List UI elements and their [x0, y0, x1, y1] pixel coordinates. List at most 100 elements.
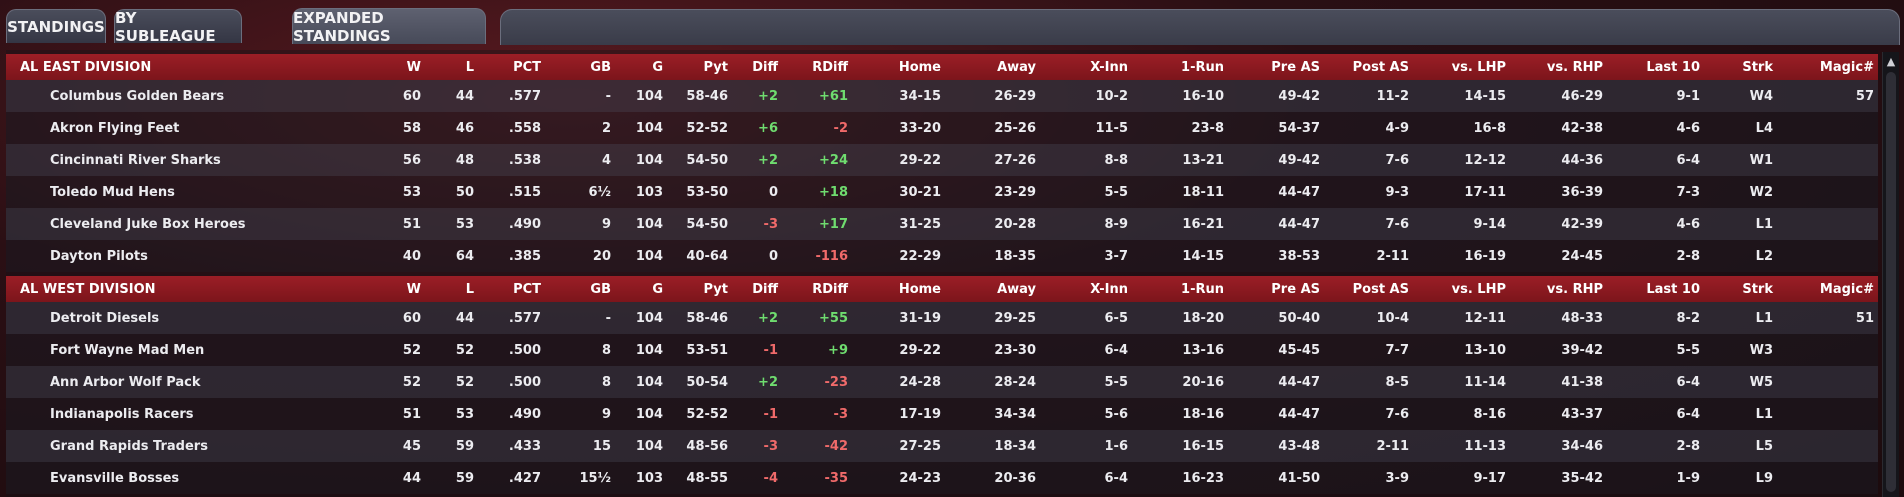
tab-expanded-standings[interactable]: EXPANDED STANDINGS [292, 8, 486, 45]
stat-cell: .490 [508, 406, 541, 422]
column-header[interactable]: W [406, 59, 421, 75]
column-header[interactable]: Last 10 [1646, 281, 1700, 297]
column-header[interactable]: Pre AS [1271, 59, 1320, 75]
stat-cell: -1 [763, 342, 778, 358]
division-name: AL EAST DIVISION [20, 59, 152, 75]
scroll-up-icon[interactable]: ▲ [1886, 54, 1896, 68]
stat-cell: 44-47 [1278, 406, 1320, 422]
column-header[interactable]: L [465, 281, 474, 297]
column-header[interactable]: vs. RHP [1546, 59, 1603, 75]
team-name[interactable]: Dayton Pilots [50, 248, 148, 264]
stat-cell: 43-48 [1278, 438, 1320, 454]
column-header[interactable]: Pyt [703, 281, 728, 297]
column-header[interactable]: Post AS [1352, 281, 1409, 297]
column-header[interactable]: GB [590, 281, 611, 297]
column-header[interactable]: 1-Run [1181, 281, 1224, 297]
stat-cell: 7-6 [1385, 216, 1410, 232]
column-header[interactable]: W [406, 281, 421, 297]
table-row[interactable]: Detroit Diesels 60 44 .577 - 104 58-46 +2 +55 31-… [6, 302, 1878, 334]
column-header[interactable]: vs. RHP [1546, 281, 1603, 297]
table-row[interactable]: Fort Wayne Mad Men 52 52 .500 8 104 53-51 -1 +9 2… [6, 334, 1878, 366]
stat-cell: 52 [402, 374, 421, 390]
column-header[interactable]: PCT [513, 281, 541, 297]
column-header[interactable]: RDiff [812, 281, 848, 297]
stat-cell: 16-8 [1473, 120, 1506, 136]
column-header[interactable]: Last 10 [1646, 59, 1700, 75]
column-header[interactable]: GB [590, 59, 611, 75]
table-row[interactable]: Akron Flying Feet 58 46 .558 2 104 52-52 +6 -2 33… [6, 112, 1878, 144]
column-header[interactable]: Pyt [703, 59, 728, 75]
stat-cell: L2 [1755, 248, 1773, 264]
column-header[interactable]: X-Inn [1090, 281, 1128, 297]
stat-cell: 52 [455, 374, 474, 390]
column-header[interactable]: Away [997, 59, 1036, 75]
stat-cell: 26-29 [994, 88, 1036, 104]
column-header[interactable]: Strk [1742, 59, 1773, 75]
team-name[interactable]: Evansville Bosses [50, 470, 180, 486]
table-row[interactable]: Indianapolis Racers 51 53 .490 9 104 52-52 -1 -3… [6, 398, 1878, 430]
stat-cell: 9-3 [1385, 184, 1410, 200]
column-header[interactable]: Diff [752, 59, 778, 75]
vertical-scrollbar[interactable]: ▲ [1882, 52, 1899, 497]
stat-cell: 34-34 [994, 406, 1036, 422]
column-header[interactable]: X-Inn [1090, 59, 1128, 75]
stat-cell: L1 [1755, 216, 1773, 232]
team-name[interactable]: Columbus Golden Bears [50, 88, 225, 104]
column-header[interactable]: Diff [752, 281, 778, 297]
team-name[interactable]: Detroit Diesels [50, 310, 160, 326]
table-row[interactable]: Cincinnati River Sharks 56 48 .538 4 104 54-50… [6, 144, 1878, 176]
stat-cell: 29-22 [899, 342, 941, 358]
team-name[interactable]: Cleveland Juke Box Heroes [50, 216, 246, 232]
stat-cell: +2 [758, 310, 778, 326]
division-header[interactable]: AL EAST DIVISION W L PCT GB G Pyt Diff RDiff Home… [6, 54, 1878, 80]
stat-cell: -4 [763, 470, 778, 486]
column-header[interactable]: RDiff [812, 59, 848, 75]
stat-cell: 6½ [588, 184, 611, 200]
column-header[interactable]: Magic# [1819, 281, 1874, 297]
stat-cell: 58-46 [686, 88, 728, 104]
column-header[interactable]: G [652, 59, 663, 75]
stat-cell: 1-6 [1104, 438, 1129, 454]
stat-cell: 58 [402, 120, 421, 136]
column-header[interactable]: PCT [513, 59, 541, 75]
column-header[interactable]: Home [898, 281, 941, 297]
column-header[interactable]: Home [898, 59, 941, 75]
column-header[interactable]: G [652, 281, 663, 297]
column-header[interactable]: Magic# [1819, 59, 1874, 75]
column-header[interactable]: Post AS [1352, 59, 1409, 75]
table-row[interactable]: Evansville Bosses 44 59 .427 15½ 103 48-55 -4 -3… [6, 462, 1878, 494]
stat-cell: 2-11 [1376, 248, 1409, 264]
tab-by-subleague[interactable]: BY SUBLEAGUE [114, 9, 242, 45]
stat-cell: 104 [635, 342, 663, 358]
team-name[interactable]: Akron Flying Feet [50, 120, 180, 136]
table-row[interactable]: Grand Rapids Traders 45 59 .433 15 104 48-56 -3… [6, 430, 1878, 462]
scroll-thumb[interactable] [1886, 72, 1896, 492]
table-row[interactable]: Dayton Pilots 40 64 .385 20 104 40-64 0 -116 22-2… [6, 240, 1878, 272]
column-header[interactable]: vs. LHP [1451, 59, 1506, 75]
stat-cell: 35-42 [1561, 470, 1603, 486]
team-name[interactable]: Grand Rapids Traders [50, 438, 208, 454]
division-header[interactable]: AL WEST DIVISION W L PCT GB G Pyt Diff RDiff Home… [6, 276, 1878, 302]
team-name[interactable]: Indianapolis Racers [50, 406, 194, 422]
team-name[interactable]: Cincinnati River Sharks [50, 152, 221, 168]
stat-cell: 7-6 [1385, 152, 1410, 168]
stat-cell: 4-9 [1385, 120, 1410, 136]
table-row[interactable]: Toledo Mud Hens 53 50 .515 6½ 103 53-50 0 +18 30-… [6, 176, 1878, 208]
table-row[interactable]: Ann Arbor Wolf Pack 52 52 .500 8 104 50-54 +2 -2… [6, 366, 1878, 398]
table-row[interactable]: Cleveland Juke Box Heroes 51 53 .490 9 104 54-… [6, 208, 1878, 240]
team-name[interactable]: Fort Wayne Mad Men [50, 342, 205, 358]
stat-cell: 40-64 [686, 248, 728, 264]
standings-panel [6, 50, 1878, 497]
column-header[interactable]: L [465, 59, 474, 75]
stat-cell: W3 [1749, 342, 1773, 358]
column-header[interactable]: 1-Run [1181, 59, 1224, 75]
column-header[interactable]: Away [997, 281, 1036, 297]
table-row[interactable]: Columbus Golden Bears 60 44 .577 - 104 58-46 +2… [6, 80, 1878, 112]
column-header[interactable]: vs. LHP [1451, 281, 1506, 297]
tab-standings[interactable]: STANDINGS [6, 9, 106, 43]
column-header[interactable]: Strk [1742, 281, 1773, 297]
team-name[interactable]: Ann Arbor Wolf Pack [50, 374, 201, 390]
team-name[interactable]: Toledo Mud Hens [50, 184, 175, 200]
column-header[interactable]: Pre AS [1271, 281, 1320, 297]
stat-cell: +2 [758, 152, 778, 168]
